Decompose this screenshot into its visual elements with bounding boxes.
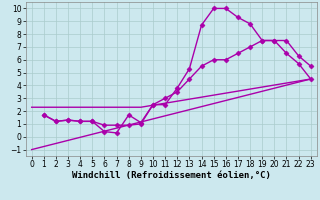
X-axis label: Windchill (Refroidissement éolien,°C): Windchill (Refroidissement éolien,°C) bbox=[72, 171, 271, 180]
